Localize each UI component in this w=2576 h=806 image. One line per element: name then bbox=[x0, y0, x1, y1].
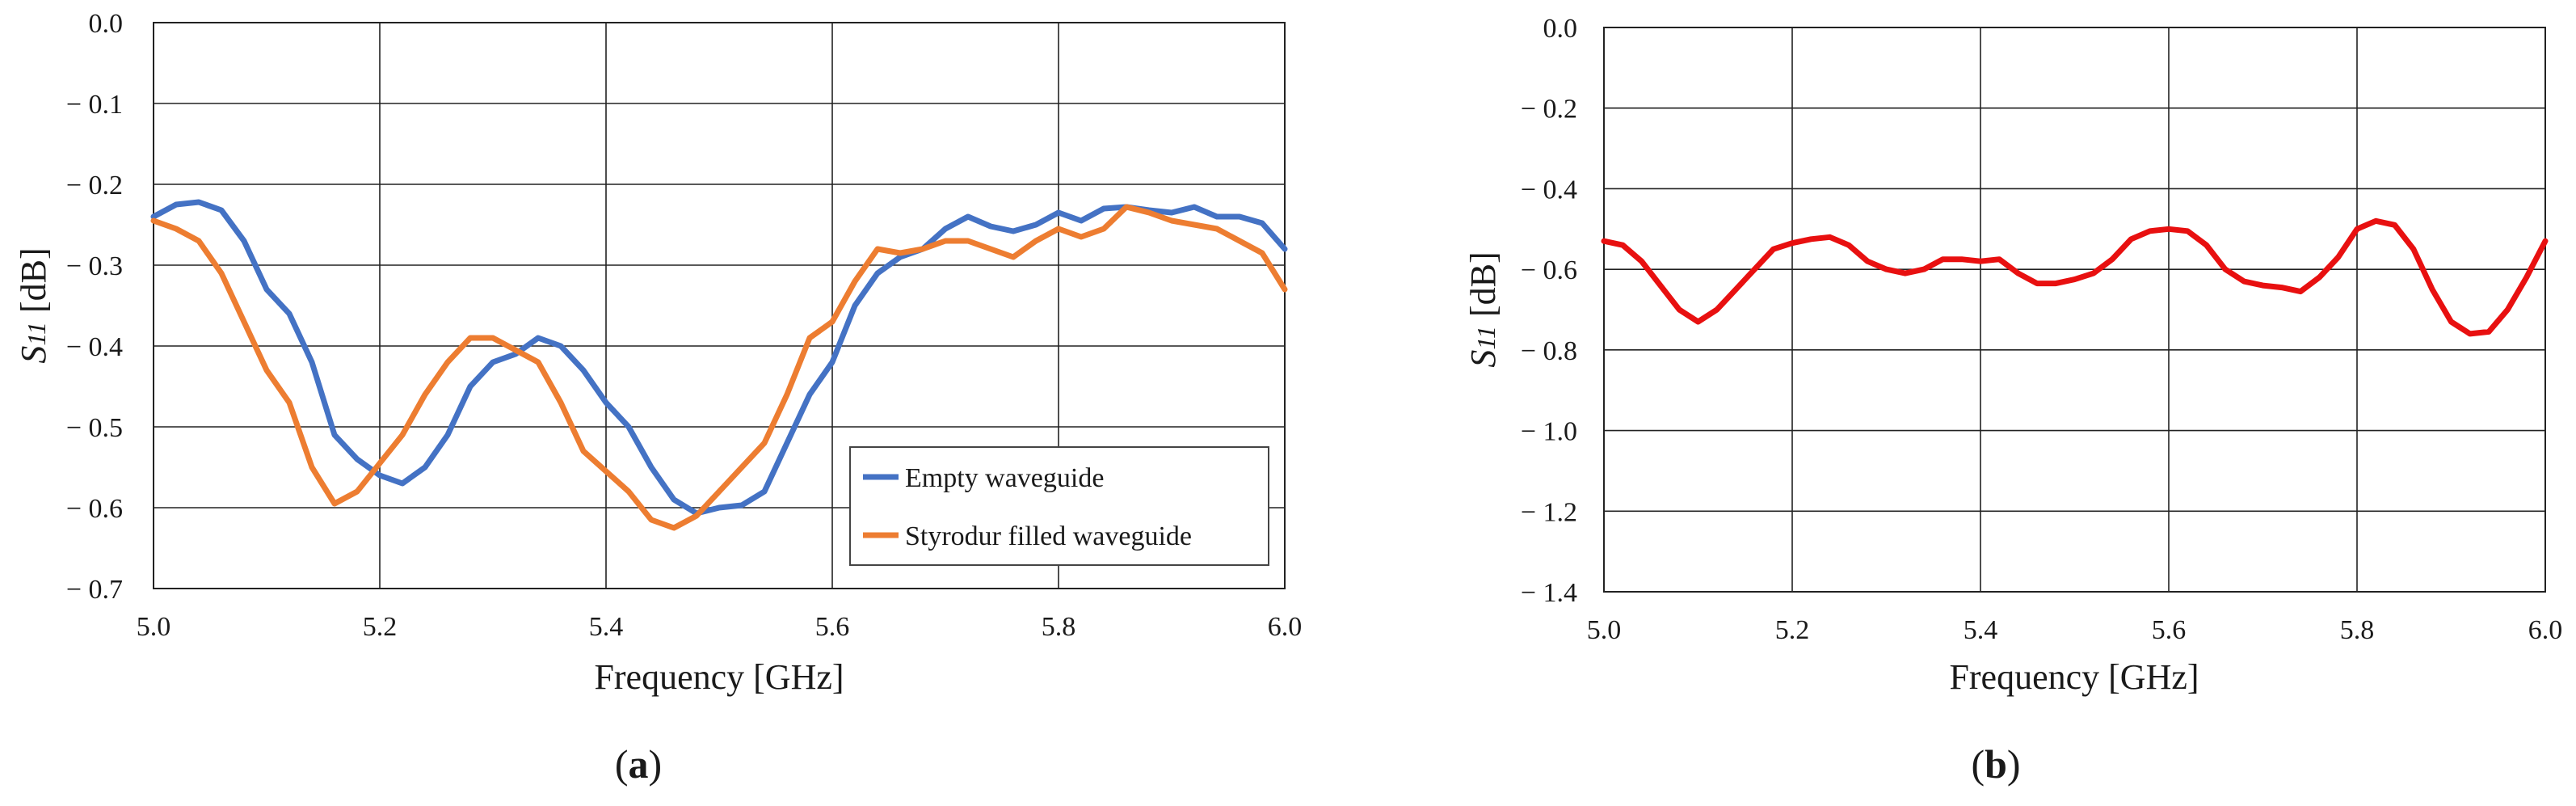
y-tick-label: − 0.4 bbox=[66, 332, 123, 362]
y-tick-label: − 1.2 bbox=[1521, 497, 1577, 527]
y-tick-label: − 0.2 bbox=[1521, 95, 1577, 124]
x-tick-label: 6.0 bbox=[1268, 612, 1303, 642]
legend-box bbox=[849, 446, 1269, 566]
x-tick-label: 5.6 bbox=[2152, 615, 2187, 645]
x-tick-label: 6.0 bbox=[2528, 615, 2563, 645]
x-tick-labels: 5.0 5.2 5.4 5.6 5.8 6.0 bbox=[1587, 615, 2563, 645]
y-tick-label: − 0.1 bbox=[66, 90, 123, 120]
y-tick-label: − 0.8 bbox=[1521, 336, 1577, 366]
x-tick-label: 5.4 bbox=[589, 612, 624, 642]
series-line-s11 bbox=[1601, 217, 2549, 337]
y-tick-label: − 0.5 bbox=[66, 413, 123, 443]
y-tick-label: 0.0 bbox=[89, 9, 124, 39]
plot-frame bbox=[153, 22, 1286, 589]
x-tick-label: 5.0 bbox=[137, 612, 171, 642]
y-tick-label: − 0.6 bbox=[66, 494, 123, 524]
y-tick-label: − 0.7 bbox=[66, 575, 123, 605]
y-axis-title: S11 [dB] bbox=[14, 247, 53, 363]
legend-label-empty: Empty waveguide bbox=[905, 463, 1104, 493]
x-axis-title: Frequency [GHz] bbox=[1949, 657, 2199, 697]
x-tick-label: 5.8 bbox=[2340, 615, 2375, 645]
plot-frame bbox=[1603, 27, 2546, 593]
x-tick-label: 5.4 bbox=[1964, 615, 1998, 645]
y-tick-label: − 0.3 bbox=[66, 251, 123, 281]
series-line-empty-waveguide bbox=[150, 199, 1288, 517]
legend-label-styrodur: Styrodur filled waveguide bbox=[905, 521, 1192, 551]
panel-a: 0.0 − 0.1 − 0.2 − 0.3 − 0.4 − 0.5 − 0.6 − 0.7 5… bbox=[14, 9, 1302, 787]
y-tick-labels: 0.0 − 0.1 − 0.2 − 0.3 − 0.4 − 0.5 − 0.6 − 0.7 bbox=[66, 9, 123, 605]
x-axis-title: Frequency [GHz] bbox=[594, 657, 844, 697]
y-tick-label: − 0.6 bbox=[1521, 255, 1577, 285]
caption-a: (a) bbox=[615, 741, 662, 787]
y-tick-labels: 0.0 − 0.2 − 0.4 − 0.6 − 0.8 − 1.0 − 1.2 − 1.4 bbox=[1521, 14, 1577, 608]
x-tick-label: 5.2 bbox=[363, 612, 398, 642]
caption-b: (b) bbox=[1971, 741, 2020, 787]
panel-b: 0.0 − 0.2 − 0.4 − 0.6 − 0.8 − 1.0 − 1.2 − 1.4 5… bbox=[1463, 14, 2562, 787]
y-axis-title: S11 [dB] bbox=[1463, 251, 1503, 367]
series-line-styrodur-filled-waveguide bbox=[150, 204, 1288, 531]
x-tick-labels: 5.0 5.2 5.4 5.6 5.8 6.0 bbox=[137, 612, 1303, 642]
series-lines bbox=[150, 199, 1288, 531]
x-tick-label: 5.6 bbox=[815, 612, 850, 642]
legend: Empty waveguide Styrodur filled waveguid… bbox=[849, 446, 1269, 566]
x-tick-label: 5.2 bbox=[1775, 615, 1810, 645]
y-tick-label: 0.0 bbox=[1543, 14, 1578, 44]
grid bbox=[1603, 27, 2546, 593]
y-tick-label: − 0.2 bbox=[66, 171, 123, 200]
series-lines bbox=[1601, 217, 2549, 337]
y-tick-label: − 1.0 bbox=[1521, 417, 1577, 447]
x-tick-label: 5.8 bbox=[1042, 612, 1076, 642]
x-tick-label: 5.0 bbox=[1587, 615, 1622, 645]
y-tick-label: − 1.4 bbox=[1521, 578, 1577, 608]
y-tick-label: − 0.4 bbox=[1521, 175, 1577, 205]
